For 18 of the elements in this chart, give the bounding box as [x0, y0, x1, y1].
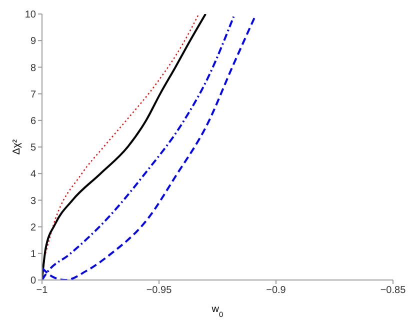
y-tick-label: 3	[30, 196, 36, 207]
x-axis-title: w$_{0}$	[210, 304, 224, 318]
x-tick-label: −0.95	[146, 285, 172, 296]
x-tick-label: −0.9	[266, 285, 286, 296]
y-tick-label: 7	[30, 89, 36, 100]
y-tick-label: 6	[30, 116, 36, 127]
y-tick-label: 2	[30, 222, 36, 234]
line-series	[44, 14, 200, 254]
y-tick-label: 9	[30, 36, 36, 48]
y-tick-label: 1	[30, 248, 36, 260]
y-tick-label: 4	[30, 169, 36, 180]
y-tick-label: 8	[30, 62, 36, 74]
x-tick-label: −1	[36, 285, 48, 296]
y-tick-label: 5	[30, 142, 36, 154]
y-axis-title: Δχ²	[12, 138, 23, 155]
x-tick-label: −0.85	[380, 285, 406, 296]
y-tick-label: 10	[24, 10, 36, 21]
y-tick-label: 0	[30, 276, 36, 287]
